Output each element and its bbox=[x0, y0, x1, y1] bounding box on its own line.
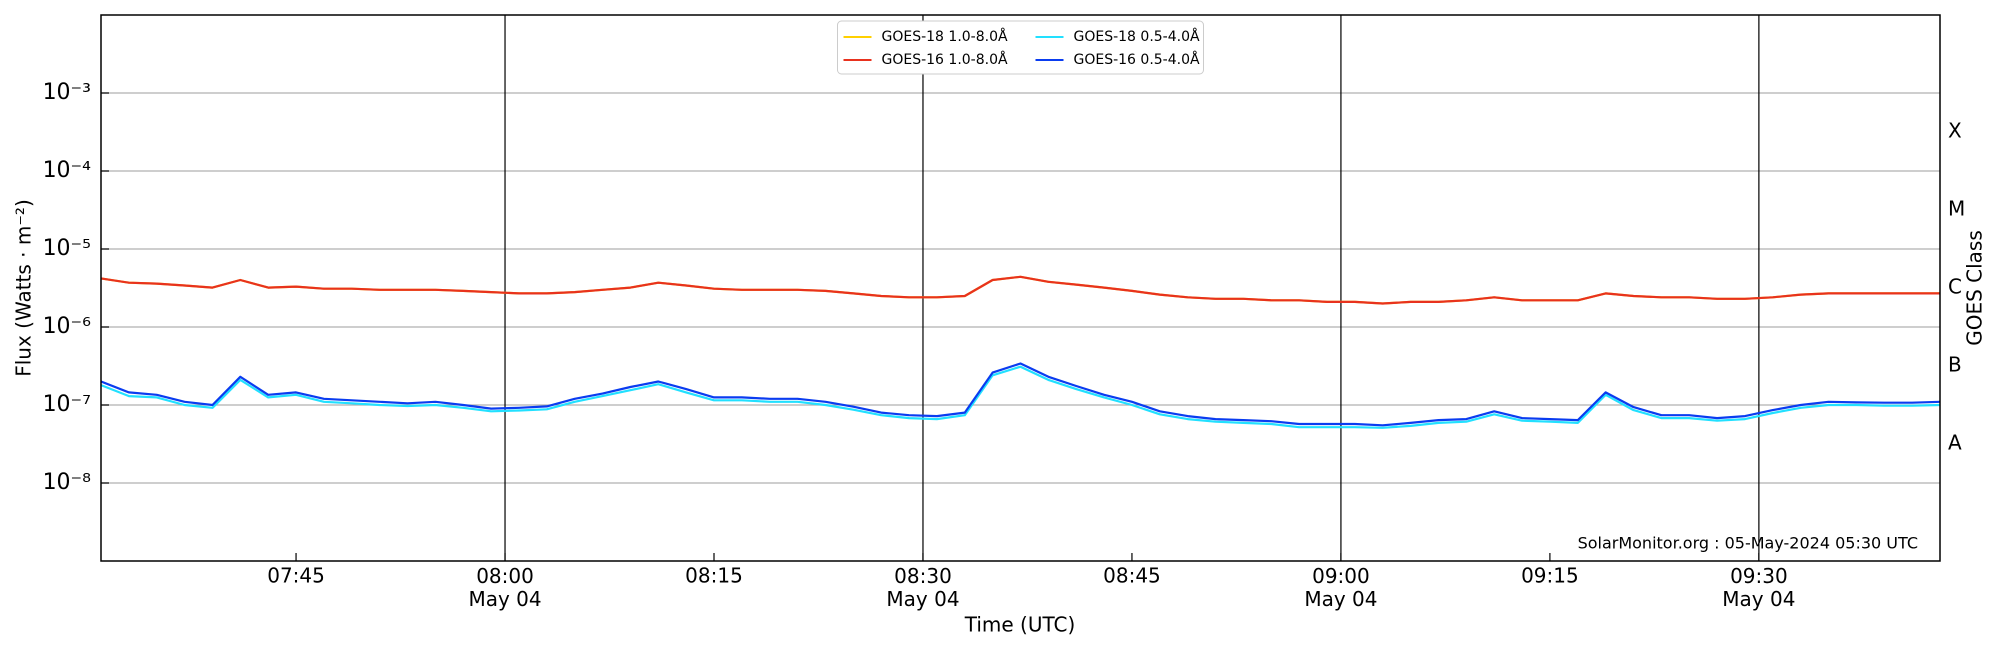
y-axis-label: Flux (Watts · m⁻²) bbox=[12, 199, 36, 377]
annotation: SolarMonitor.org : 05-May-2024 05:30 UTC bbox=[1578, 534, 1918, 553]
legend: GOES-18 1.0-8.0Å GOES-16 1.0-8.0Å GOES-18 … bbox=[837, 20, 1204, 75]
x-tick-label: 09:00 May 04 bbox=[1304, 564, 1377, 611]
x-tick-label: 08:00 May 04 bbox=[468, 564, 541, 611]
plot-frame bbox=[100, 14, 1941, 562]
y-tick-label: 10⁻⁶ bbox=[43, 314, 92, 339]
y2-tick-label: M bbox=[1948, 197, 1965, 221]
y2-tick-label: A bbox=[1948, 431, 1962, 455]
y-tick-label: 10⁻⁷ bbox=[43, 392, 91, 417]
legend-label: GOES-18 0.5-4.0Å bbox=[1074, 28, 1200, 45]
legend-box bbox=[837, 20, 1204, 75]
y2-axis-label: GOES Class bbox=[1963, 230, 1987, 346]
legend-label: GOES-16 0.5-4.0Å bbox=[1074, 51, 1200, 68]
x-tick-label: 07:45 bbox=[267, 564, 325, 588]
x-tick-label: 09:15 bbox=[1521, 564, 1579, 588]
y-tick-label: 10⁻⁴ bbox=[43, 158, 92, 183]
y2-tick-label: X bbox=[1948, 119, 1962, 143]
x-axis-label: Time (UTC) bbox=[964, 613, 1076, 637]
plot-area bbox=[101, 15, 1940, 561]
series-line bbox=[100, 362, 1941, 427]
series-line bbox=[100, 275, 1940, 305]
x-tick-label: 08:45 bbox=[1103, 564, 1161, 588]
x-tick-label: 08:15 bbox=[685, 564, 743, 588]
y2-tick-label: C bbox=[1948, 275, 1962, 299]
y2-tick-label: B bbox=[1948, 353, 1962, 377]
legend-label: GOES-18 1.0-8.0Å bbox=[882, 28, 1008, 45]
x-tick-label: 08:30 May 04 bbox=[886, 564, 959, 611]
y-tick-label: 10⁻⁸ bbox=[43, 470, 92, 495]
series-line bbox=[100, 365, 1941, 429]
y-tick-label: 10⁻⁵ bbox=[43, 236, 91, 261]
legend-label: GOES-16 1.0-8.0Å bbox=[882, 51, 1008, 68]
y-tick-label: 10⁻³ bbox=[43, 80, 91, 105]
x-tick-label: 09:30 May 04 bbox=[1722, 564, 1795, 611]
